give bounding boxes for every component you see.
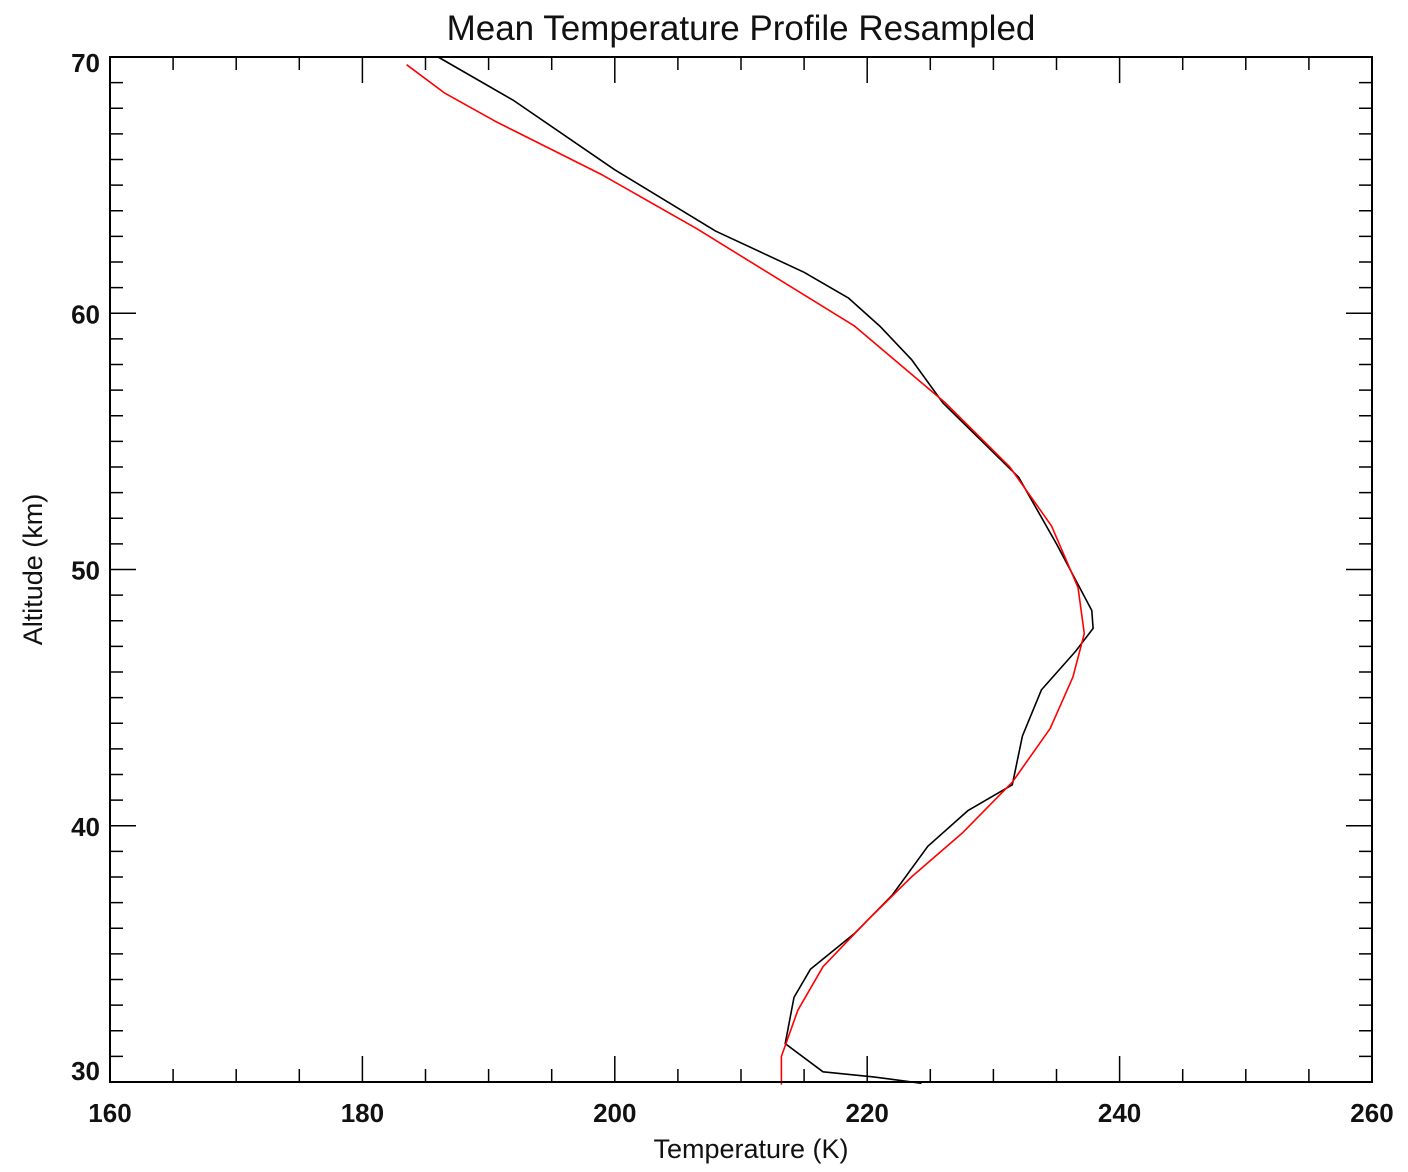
x-tick-label: 220 (846, 1098, 889, 1128)
x-axis-label: Temperature (K) (653, 1134, 848, 1164)
black-profile-line (437, 56, 1094, 1085)
y-axis-label: Altitude (km) (18, 494, 48, 646)
y-tick-label: 60 (71, 299, 100, 329)
x-tick-label: 160 (88, 1098, 131, 1128)
x-tick-label: 240 (1098, 1098, 1141, 1128)
y-tick-label: 70 (71, 48, 100, 78)
series-layer (406, 56, 1094, 1085)
minor-ticks (110, 57, 1372, 1082)
x-tick-labels: 160 180 200 220 240 260 (88, 1098, 1393, 1128)
chart-title: Mean Temperature Profile Resampled (447, 9, 1036, 48)
major-ticks (109, 56, 1373, 1083)
y-tick-label: 40 (71, 812, 100, 842)
plot-frame (109, 56, 1373, 1083)
y-tick-labels: 30 40 50 60 70 (71, 48, 100, 1086)
x-tick-label: 180 (341, 1098, 384, 1128)
y-tick-label: 30 (71, 1056, 100, 1086)
red-profile-line (406, 64, 1086, 1085)
x-tick-label: 260 (1350, 1098, 1393, 1128)
y-tick-label: 50 (71, 556, 100, 586)
x-tick-label: 200 (593, 1098, 636, 1128)
